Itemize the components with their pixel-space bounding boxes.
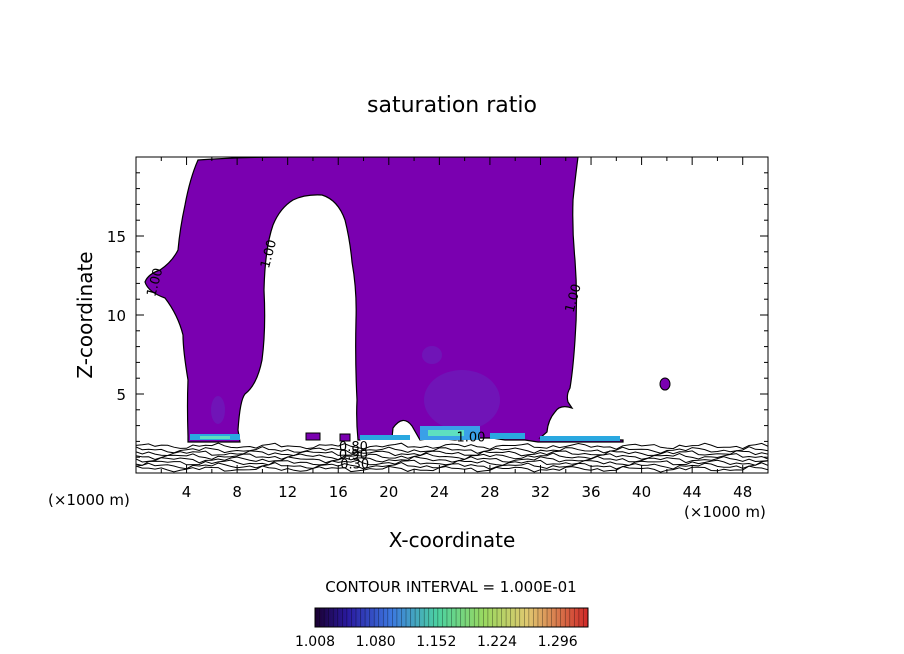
x-tick-label: 8 [232, 483, 242, 501]
x-tick-label: 40 [632, 483, 651, 501]
x-unit-left: (×1000 m) [48, 491, 130, 509]
x-axis-label: X-coordinate [389, 528, 516, 552]
y-tick-label: 15 [107, 228, 126, 246]
y-tick-label: 10 [107, 307, 126, 325]
contour-label: 1.00 [258, 238, 280, 270]
contour-line [136, 461, 768, 470]
inner-shading [211, 346, 500, 430]
contour-label: 0.30 [340, 457, 369, 472]
x-tick-label: 4 [182, 483, 192, 501]
y-tick-label: 5 [116, 386, 126, 404]
y-axis-label: Z-coordinate [73, 251, 97, 378]
colorbar-label: 1.296 [538, 634, 578, 650]
colorbar-label: 1.008 [295, 634, 335, 650]
contour-line [136, 442, 768, 450]
contour-label: 0.80 [339, 440, 368, 455]
contour-line [136, 446, 768, 454]
x-tick-label: 44 [683, 483, 702, 501]
x-tick-label: 16 [329, 483, 348, 501]
axis-ticks [136, 157, 768, 473]
x-tick-label: 12 [278, 483, 297, 501]
high-saturation-band [190, 426, 620, 441]
contour-label: 0.90 [339, 448, 368, 463]
contour-labels: 1.00 1.00 1.00 1.00 0.800.900.30 [144, 238, 584, 472]
colorbar-stripes [319, 608, 584, 627]
contour-line [136, 452, 768, 461]
contour-line [136, 455, 768, 464]
contour-interval-text: CONTOUR INTERVAL = 1.000E-01 [325, 578, 576, 596]
x-tick-label: 24 [430, 483, 449, 501]
chart-title: saturation ratio [367, 93, 537, 118]
contour-line [136, 465, 768, 473]
colorbar-label: 1.152 [416, 634, 456, 650]
colorbar-labels: 1.008 1.080 1.152 1.224 1.296 [295, 634, 578, 650]
x-unit-right: (×1000 m) [684, 503, 766, 521]
y-tick-labels: 5 10 15 [107, 228, 126, 404]
contour-line [136, 459, 768, 466]
x-tick-label: 48 [733, 483, 752, 501]
saturated-region [144, 157, 624, 443]
x-tick-label: 32 [531, 483, 550, 501]
contour-label: 1.00 [456, 430, 485, 445]
saturated-region-blob-1 [305, 432, 321, 441]
plot-area [136, 157, 768, 473]
colorbar-label: 1.224 [477, 634, 517, 650]
contour-line [136, 450, 768, 457]
x-tick-labels: 4 8 12 16 20 24 28 32 36 40 44 48 [182, 483, 752, 501]
contour-label: 1.00 [144, 267, 166, 299]
x-tick-label: 28 [480, 483, 499, 501]
colorbar: 1.008 1.080 1.152 1.224 1.296 [295, 607, 589, 650]
saturated-region-blob-3 [659, 377, 671, 391]
saturated-region-blob-2 [339, 433, 351, 442]
surface-contours [136, 442, 768, 473]
contour-label: 1.00 [563, 282, 585, 314]
x-tick-label: 36 [581, 483, 600, 501]
x-tick-label: 20 [379, 483, 398, 501]
colorbar-label: 1.080 [356, 634, 396, 650]
